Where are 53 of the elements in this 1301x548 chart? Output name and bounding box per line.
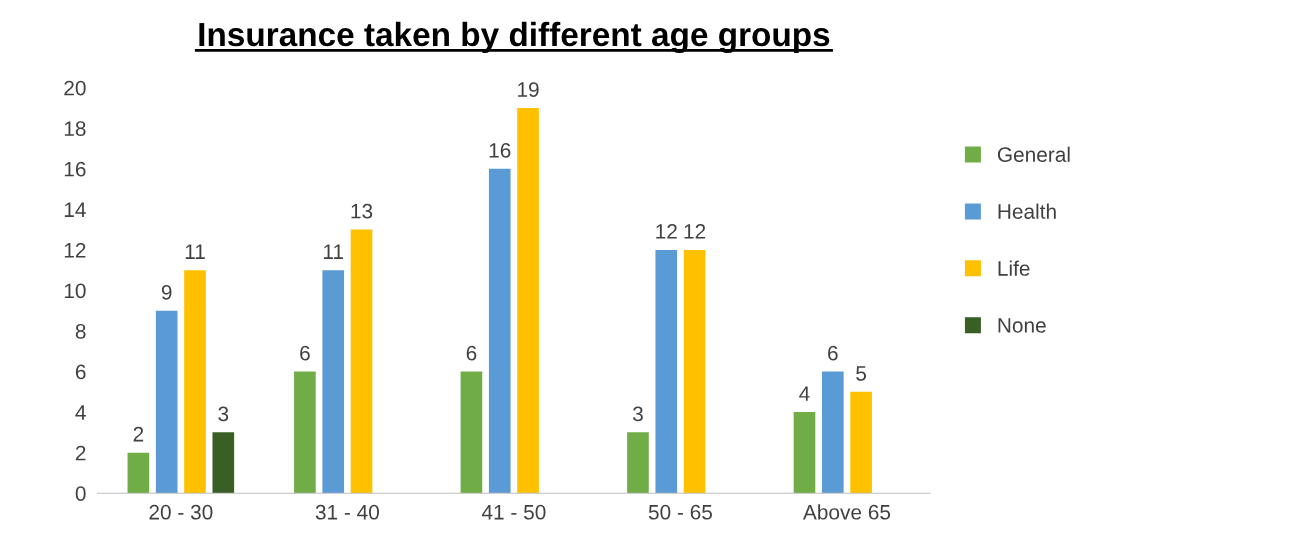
y-tick-label: 2 [75,445,86,461]
data-label: 6 [466,345,477,361]
bar [793,412,816,494]
data-label: 4 [799,386,810,401]
bar [683,249,706,494]
bar [517,107,539,494]
bar [850,391,872,494]
bar [627,432,649,494]
bar [655,249,678,494]
data-label: 16 [489,142,511,158]
y-tick-label: 20 [64,80,86,96]
bar [322,270,345,494]
y-tick-label: 14 [64,202,86,217]
data-label: 13 [351,203,373,219]
bar [127,452,150,494]
bar [184,270,206,494]
x-tick-label: 50 - 65 [648,504,712,520]
legend-label: Life [998,260,1030,276]
y-tick-label: 18 [64,121,86,136]
bar [350,229,373,494]
legend-label: Health [998,203,1056,219]
bar [488,168,511,494]
legend-label: None [998,318,1046,333]
data-label: 12 [656,224,677,239]
data-label: 3 [632,406,643,422]
x-tick-label: Above 65 [802,504,891,520]
y-tick-label: 12 [64,242,86,258]
data-label: 11 [185,244,205,259]
y-tick-label: 16 [64,161,86,177]
bar [212,432,235,494]
x-tick-label: 31 - 40 [315,504,379,520]
data-label: 12 [684,224,706,239]
chart-title: Insurance taken by different age groups [199,21,830,54]
bar [821,371,844,494]
data-label: 5 [856,366,867,381]
data-label: 6 [300,345,310,361]
legend-label: General [997,146,1070,162]
bar [155,310,178,494]
y-tick-label: 4 [75,405,86,420]
x-tick-label: 41 - 50 [481,504,546,520]
data-label: 11 [323,244,344,259]
y-tick-label: 10 [64,283,86,299]
data-label: 19 [518,82,539,97]
y-tick-label: 0 [75,486,86,501]
y-tick-label: 6 [75,364,86,380]
bar [460,371,483,494]
data-label: 6 [828,345,838,361]
y-tick-label: 8 [75,323,86,339]
x-tick-label: 20 - 30 [149,504,213,520]
data-label: 2 [133,426,144,442]
bar [294,371,316,494]
data-label: 9 [161,284,172,300]
data-label: 3 [218,406,229,422]
